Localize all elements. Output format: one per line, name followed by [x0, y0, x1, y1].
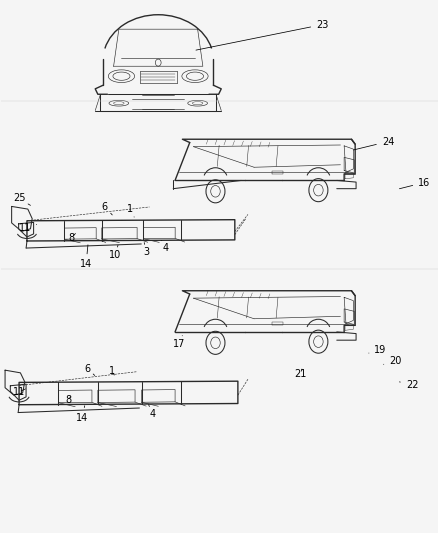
Text: 16: 16	[399, 177, 429, 189]
Text: 22: 22	[399, 379, 417, 390]
Text: 8: 8	[68, 233, 75, 243]
Text: 6: 6	[84, 364, 95, 375]
Text: 20: 20	[383, 356, 401, 366]
Text: 11: 11	[13, 387, 25, 397]
Text: 3: 3	[143, 243, 149, 257]
Text: 14: 14	[80, 245, 92, 269]
Text: 8: 8	[65, 395, 71, 406]
Text: 14: 14	[75, 406, 88, 423]
Text: 23: 23	[195, 20, 328, 50]
Text: 4: 4	[148, 405, 155, 419]
Text: 1: 1	[109, 366, 115, 376]
Text: 24: 24	[353, 136, 393, 150]
Text: 17: 17	[173, 336, 185, 349]
Text: 11: 11	[18, 223, 36, 233]
Text: 6: 6	[102, 202, 112, 215]
Text: 1: 1	[127, 204, 134, 217]
Text: 4: 4	[161, 240, 169, 253]
Text: 19: 19	[368, 345, 386, 356]
Text: 25: 25	[13, 193, 30, 205]
Text: 21: 21	[293, 369, 306, 379]
Text: 10: 10	[109, 245, 121, 260]
